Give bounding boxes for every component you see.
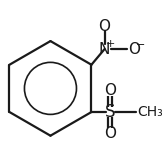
Text: CH₃: CH₃ <box>137 105 163 119</box>
Text: O: O <box>99 19 111 34</box>
Text: O: O <box>128 42 140 57</box>
Text: N: N <box>99 42 110 57</box>
Text: S: S <box>105 103 116 121</box>
Text: O: O <box>104 126 116 141</box>
Text: O: O <box>104 83 116 98</box>
Text: +: + <box>106 39 115 49</box>
Text: −: − <box>135 40 145 50</box>
